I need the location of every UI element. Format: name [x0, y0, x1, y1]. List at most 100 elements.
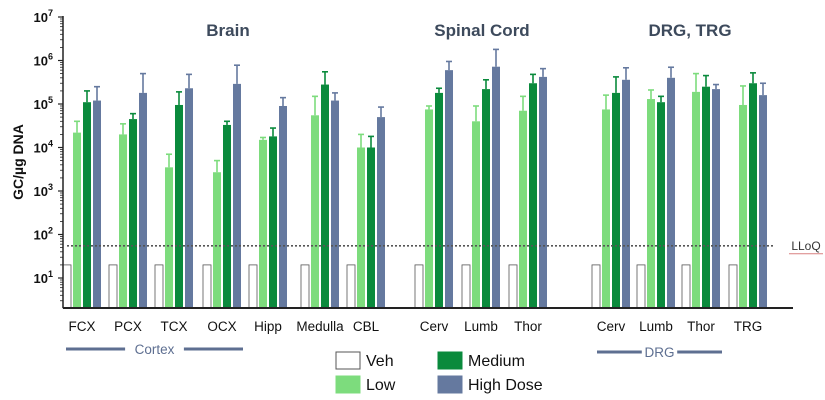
- legend-label-low: Low: [366, 377, 396, 394]
- bar-medium-cerv: [612, 92, 620, 308]
- bar-veh-thor: [681, 264, 691, 309]
- bar-high-dose-trg: [759, 95, 767, 308]
- x-tick-label-thor: Thor: [687, 319, 715, 334]
- y-tick-exponent: 7: [48, 8, 53, 18]
- x-tick-label-lumb: Lumb: [639, 319, 673, 334]
- x-tick-label-lumb: Lumb: [464, 319, 498, 334]
- bar-medium-ocx: [223, 124, 231, 308]
- bar-veh-medulla: [300, 264, 310, 309]
- bar-veh-cerv: [414, 264, 424, 309]
- legend-swatch-veh: [335, 351, 361, 370]
- y-tick-base: 10: [34, 271, 48, 286]
- legend-label-veh: Veh: [366, 353, 394, 370]
- bar-low-cerv: [602, 109, 610, 308]
- bar-veh-pcx: [108, 264, 118, 309]
- y-tick-label-4: 104: [34, 139, 53, 156]
- bar-veh-lumb: [461, 264, 471, 309]
- bar-low-hipp: [259, 139, 267, 308]
- bar-medium-trg: [749, 83, 757, 308]
- section-title-drg-trg: DRG, TRG: [648, 21, 731, 40]
- labels-layer: GC/µg DNA Brain FCX PCX TCX OCX Hipp Medulla CBL…: [10, 21, 762, 360]
- legend-swatch-medium: [437, 351, 463, 370]
- y-tick-label-6: 106: [34, 52, 53, 69]
- x-tick-label-ocx: OCX: [207, 319, 236, 334]
- bar-veh-ocx: [202, 264, 212, 309]
- bar-low-lumb: [472, 121, 480, 308]
- section-title-spinal-cord: Spinal Cord: [434, 21, 529, 40]
- bar-high-dose-medulla: [331, 100, 339, 308]
- x-tick-label-cerv: Cerv: [597, 319, 626, 334]
- x-tick-label-cbl: CBL: [353, 319, 380, 334]
- bar-high-dose-thor: [539, 76, 547, 308]
- x-tick-label-trg: TRG: [734, 319, 763, 334]
- bar-veh-lumb: [636, 264, 646, 309]
- bar-medium-lumb: [657, 102, 665, 308]
- y-tick-label-5: 105: [34, 95, 53, 112]
- y-tick-exponent: 3: [48, 182, 53, 192]
- bar-high-dose-fcx: [93, 100, 101, 308]
- bar-low-tcx: [165, 167, 173, 308]
- y-tick-base: 10: [34, 228, 48, 243]
- y-tick-exponent: 4: [48, 139, 53, 149]
- bar-veh-fcx: [62, 264, 72, 309]
- bar-medium-cbl: [367, 147, 375, 308]
- legend-layer: Veh Medium Low High Dose: [335, 351, 543, 394]
- bar-low-lumb: [647, 99, 655, 309]
- y-tick-exponent: 6: [48, 52, 53, 62]
- bar-low-medulla: [311, 115, 319, 308]
- x-tick-label-fcx: FCX: [69, 319, 96, 334]
- bar-high-dose-thor: [712, 89, 720, 308]
- y-tick-label-1: 101: [34, 269, 53, 286]
- bar-low-cbl: [357, 147, 365, 308]
- bar-high-dose-cbl: [377, 117, 385, 308]
- legend-label-medium: Medium: [468, 353, 525, 370]
- bar-high-dose-ocx: [233, 83, 241, 309]
- bar-low-cerv: [425, 109, 433, 308]
- legend-swatch-low: [335, 375, 361, 394]
- y-tick-base: 10: [34, 54, 48, 69]
- bar-veh-thor: [508, 264, 518, 309]
- y-tick-exponent: 1: [48, 269, 53, 279]
- bar-high-dose-lumb: [492, 66, 500, 308]
- y-axis-label: GC/µg DNA: [10, 124, 26, 200]
- bar-medium-fcx: [83, 102, 91, 308]
- bar-low-trg: [739, 104, 747, 308]
- bar-medium-thor: [702, 86, 710, 309]
- bar-high-dose-tcx: [185, 88, 193, 309]
- lloq-label: LLoQ: [791, 239, 820, 253]
- bar-low-fcx: [73, 132, 81, 308]
- bar-medium-cerv: [435, 92, 443, 308]
- x-tick-label-pcx: PCX: [114, 319, 142, 334]
- x-tick-label-hipp: Hipp: [254, 319, 282, 334]
- bar-high-dose-hipp: [279, 105, 287, 308]
- y-tick-exponent: 5: [48, 95, 53, 105]
- bar-high-dose-cerv: [445, 70, 453, 308]
- bar-low-ocx: [213, 172, 221, 308]
- bar-veh-cerv: [591, 264, 601, 309]
- x-tick-label-tcx: TCX: [161, 319, 188, 334]
- x-tick-label-cerv: Cerv: [420, 319, 449, 334]
- x-tick-label-thor: Thor: [514, 319, 542, 334]
- y-tick-label-2: 102: [34, 226, 53, 243]
- x-tick-label-medulla: Medulla: [296, 319, 344, 334]
- bar-medium-thor: [529, 83, 537, 308]
- y-tick-base: 10: [34, 97, 48, 112]
- y-tick-base: 10: [34, 141, 48, 156]
- bar-high-dose-lumb: [667, 77, 675, 308]
- bar-low-pcx: [119, 134, 127, 308]
- bar-medium-pcx: [129, 119, 137, 308]
- bar-veh-hipp: [248, 264, 258, 309]
- bar-veh-trg: [728, 264, 738, 309]
- bar-medium-tcx: [175, 104, 183, 308]
- bar-veh-cbl: [346, 264, 356, 309]
- y-tick-label-7: 107: [34, 8, 53, 25]
- section-title-brain: Brain: [206, 21, 249, 40]
- bracket-label-cortex: Cortex: [135, 342, 175, 357]
- bracket-label-drg: DRG: [645, 345, 675, 360]
- bar-high-dose-cerv: [622, 79, 630, 308]
- bar-high-dose-pcx: [139, 92, 147, 308]
- y-tick-base: 10: [34, 10, 48, 25]
- bar-medium-medulla: [321, 84, 329, 309]
